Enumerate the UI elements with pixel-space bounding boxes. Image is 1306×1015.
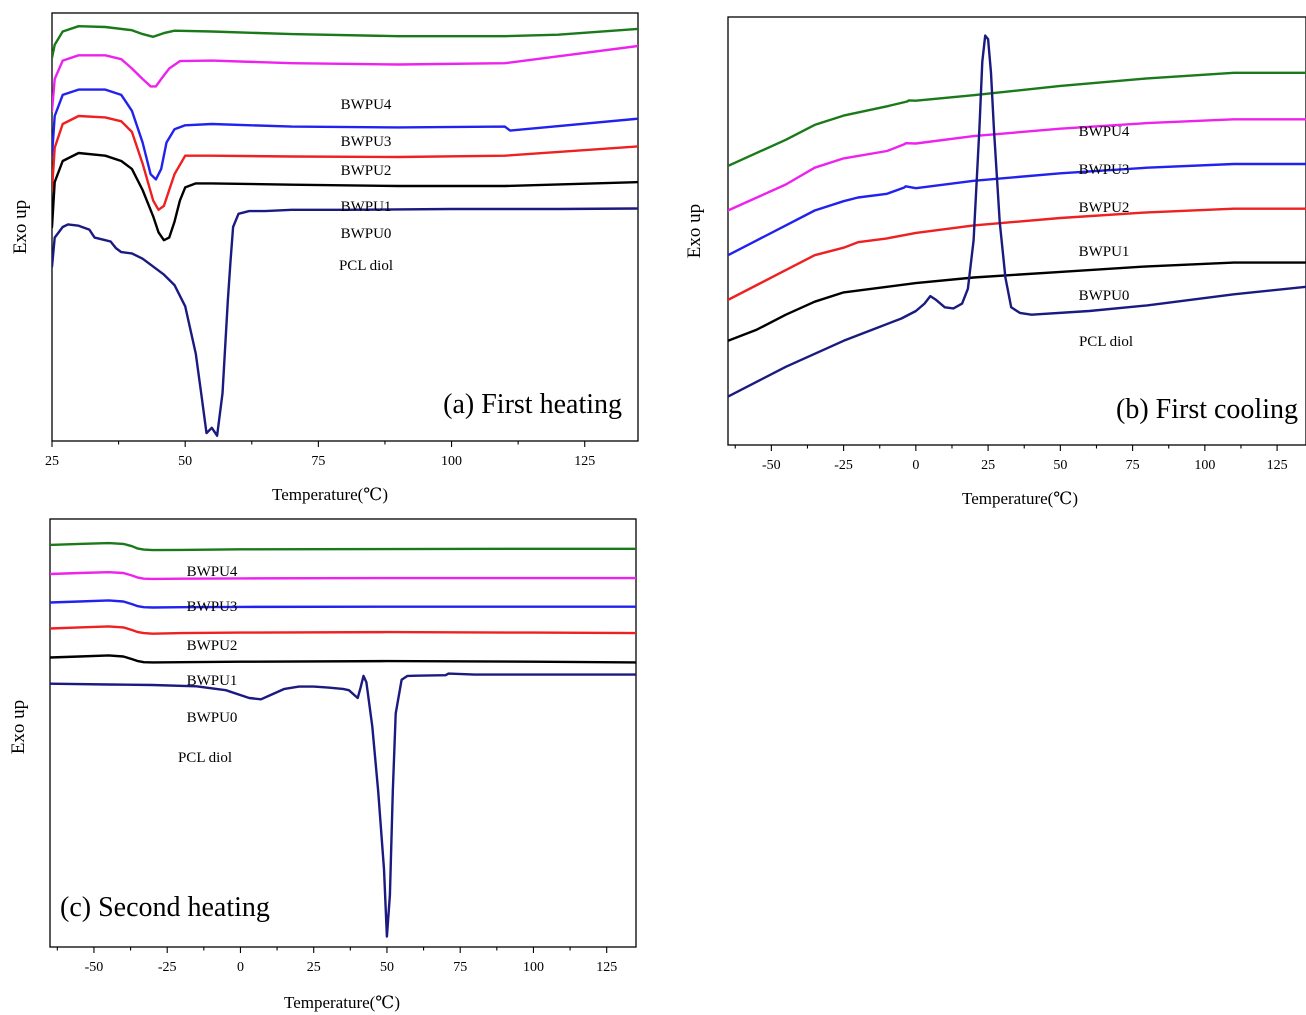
curve-label: PCL diol (1079, 334, 1133, 350)
x-tick-label: 125 (596, 960, 617, 975)
x-tick-label: 25 (307, 960, 321, 975)
x-tick-label: -50 (762, 458, 781, 473)
x-tick-label: -25 (158, 960, 177, 975)
curve-label: BWPU1 (187, 673, 238, 689)
curve-label: BWPU1 (341, 199, 392, 215)
curve-label: BWPU1 (1079, 244, 1130, 260)
curve-label: BWPU3 (1079, 162, 1130, 178)
series-line-bwpu0 (52, 151, 638, 242)
x-tick-label: 75 (1126, 458, 1140, 473)
series-line-bwpu3 (728, 118, 1306, 212)
x-tick-label: -50 (85, 960, 104, 975)
curve-label: BWPU4 (187, 564, 238, 580)
panel-label: (b) First cooling (1116, 394, 1298, 425)
panel-second-heating: -50 -25 0 25 50 75 100 125 Temperature(℃) Exo up B… (8, 518, 637, 1012)
panel-label: (a) First heating (443, 389, 622, 420)
panel-first-cooling: -50 -25 0 25 50 75 100 125 Temperature(℃) Exo up B… (684, 16, 1306, 508)
y-axis-title: Exo up (684, 204, 705, 258)
series-line-bwpu4 (50, 541, 636, 552)
plot-frame (49, 518, 637, 948)
curve-label: BWPU2 (1079, 200, 1130, 216)
curve-label: BWPU0 (341, 226, 392, 242)
x-tick-label: 50 (380, 960, 394, 975)
series-line-bwpu4 (728, 71, 1306, 168)
series-line-pcl-diol (50, 672, 636, 938)
curve-label: BWPU3 (341, 134, 392, 150)
x-tick-label: 125 (574, 454, 595, 469)
curve-label: BWPU0 (187, 710, 238, 726)
series-line-bwpu3 (52, 44, 638, 112)
series-line-bwpu1 (728, 207, 1306, 302)
y-axis-title: Exo up (10, 200, 31, 254)
series-line-pcl-diol (52, 207, 638, 437)
series-line-bwpu1 (52, 114, 638, 211)
x-tick-label: 0 (912, 458, 919, 473)
x-tick-label: 100 (523, 960, 544, 975)
x-tick-label: 75 (311, 454, 325, 469)
x-tick-label: 50 (178, 454, 192, 469)
x-axis-title: Temperature(℃) (284, 993, 400, 1012)
curve-label: PCL diol (178, 750, 232, 766)
curve-label: BWPU4 (1079, 124, 1130, 140)
x-axis-title: Temperature(℃) (272, 485, 388, 504)
series-line-bwpu2 (52, 88, 638, 181)
y-axis-title: Exo up (8, 700, 29, 754)
series-line-bwpu1 (50, 625, 636, 635)
x-tick-label: 100 (441, 454, 462, 469)
panel-label: (c) Second heating (60, 892, 270, 923)
curve-label: BWPU3 (187, 599, 238, 615)
curve-label: BWPU2 (187, 638, 238, 654)
series-line-bwpu0 (728, 261, 1306, 342)
curve-label: BWPU2 (341, 163, 392, 179)
x-tick-label: 100 (1194, 458, 1215, 473)
plot-frame (727, 16, 1306, 446)
curve-label: BWPU0 (1079, 288, 1130, 304)
curve-label: PCL diol (339, 258, 393, 274)
series-line-bwpu4 (52, 25, 638, 60)
x-tick-label: 0 (237, 960, 244, 975)
x-axis-title: Temperature(℃) (962, 489, 1078, 508)
curve-label: BWPU4 (341, 97, 392, 113)
series-line-bwpu0 (50, 654, 636, 664)
x-tick-label: -25 (834, 458, 853, 473)
series-line-bwpu2 (728, 162, 1306, 257)
series-line-bwpu3 (50, 571, 636, 581)
x-tick-label: 75 (453, 960, 467, 975)
series-line-pcl-diol (728, 34, 1306, 398)
x-tick-label: 25 (981, 458, 995, 473)
panel-first-heating: 25 50 75 100 125 Temperature(℃) Exo up BWPU4 BWP… (10, 12, 639, 504)
x-tick-label: 125 (1267, 458, 1288, 473)
x-tick-label: 25 (45, 454, 59, 469)
x-tick-label: 50 (1053, 458, 1067, 473)
series-line-bwpu2 (50, 599, 636, 609)
